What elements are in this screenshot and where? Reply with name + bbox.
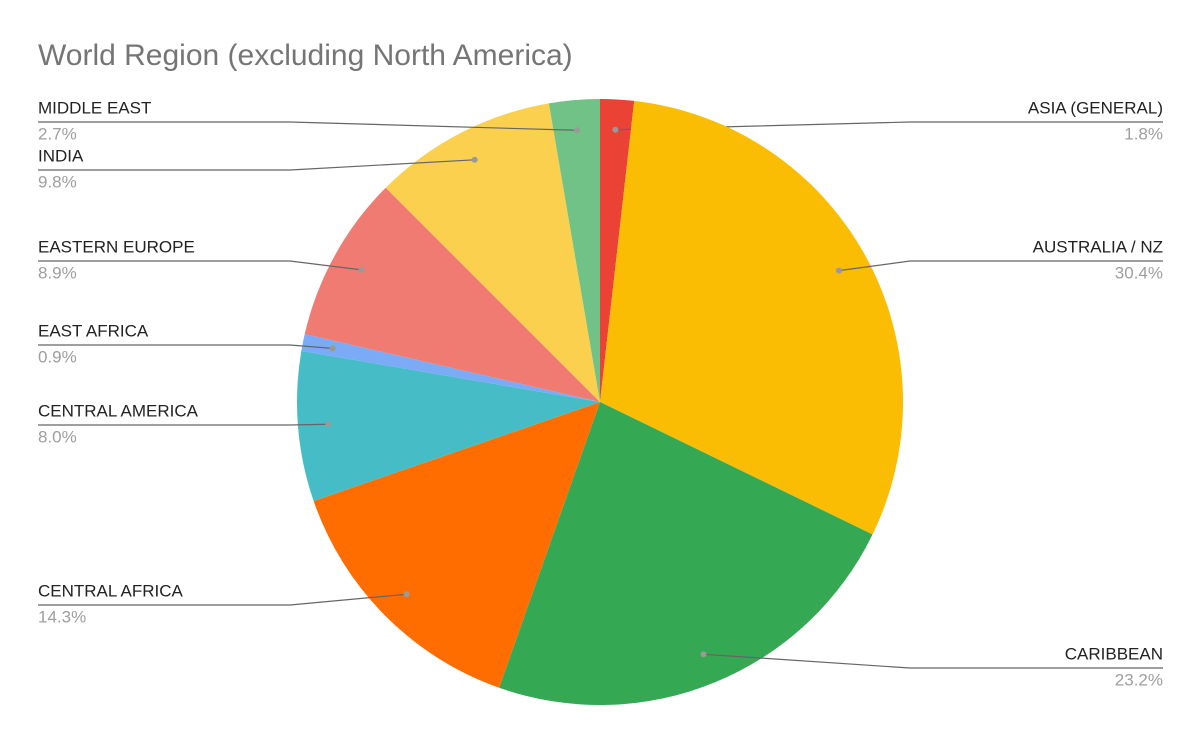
slice-value-label: 14.3% — [38, 607, 86, 626]
leader-dot — [612, 126, 619, 133]
leader-dot — [835, 267, 842, 274]
slice-value-label: 8.0% — [38, 427, 77, 446]
pie-slice — [304, 187, 600, 402]
slice-label: ASIA (GENERAL) — [1028, 98, 1163, 117]
pie-slice — [548, 99, 600, 402]
leader-dot — [325, 421, 332, 428]
leader-line — [38, 260, 362, 271]
slice-value-label: 2.7% — [38, 124, 77, 143]
leader-dot — [329, 345, 336, 352]
leader-line — [703, 653, 1163, 669]
leader-line — [38, 593, 407, 606]
leader-line — [38, 121, 577, 131]
leader-dot — [700, 651, 707, 658]
slice-label: CENTRAL AFRICA — [38, 581, 184, 600]
slice-label: EAST AFRICA — [38, 321, 149, 340]
leader-line — [38, 344, 333, 349]
pie-slice — [313, 402, 600, 688]
pie-slice — [600, 100, 904, 535]
leader-dot — [403, 591, 410, 598]
pie-slice — [296, 350, 600, 502]
slice-label: CARIBBEAN — [1065, 644, 1163, 663]
pie-slice — [385, 103, 600, 403]
slice-value-label: 9.8% — [38, 172, 77, 191]
slice-value-label: 0.9% — [38, 347, 77, 366]
leader-dot — [573, 127, 580, 134]
chart-title: World Region (excluding North America) — [38, 39, 573, 72]
leader-line — [38, 423, 329, 426]
pie-slice — [499, 402, 873, 706]
slice-value-label: 8.9% — [38, 263, 77, 282]
slice-value-label: 23.2% — [1115, 670, 1163, 689]
leader-line — [838, 260, 1163, 272]
slice-value-label: 1.8% — [1124, 124, 1163, 143]
slice-label: INDIA — [38, 146, 84, 165]
leader-line — [38, 159, 475, 171]
leader-dot — [358, 266, 365, 273]
slice-label: CENTRAL AMERICA — [38, 401, 199, 420]
pie-slice — [600, 99, 635, 402]
slice-value-label: 30.4% — [1115, 263, 1163, 282]
slice-label: AUSTRALIA / NZ — [1033, 237, 1163, 256]
leader-dot — [471, 156, 478, 163]
slice-label: EASTERN EUROPE — [38, 237, 195, 256]
pie-slice — [301, 334, 600, 402]
slice-label: MIDDLE EAST — [38, 98, 151, 117]
